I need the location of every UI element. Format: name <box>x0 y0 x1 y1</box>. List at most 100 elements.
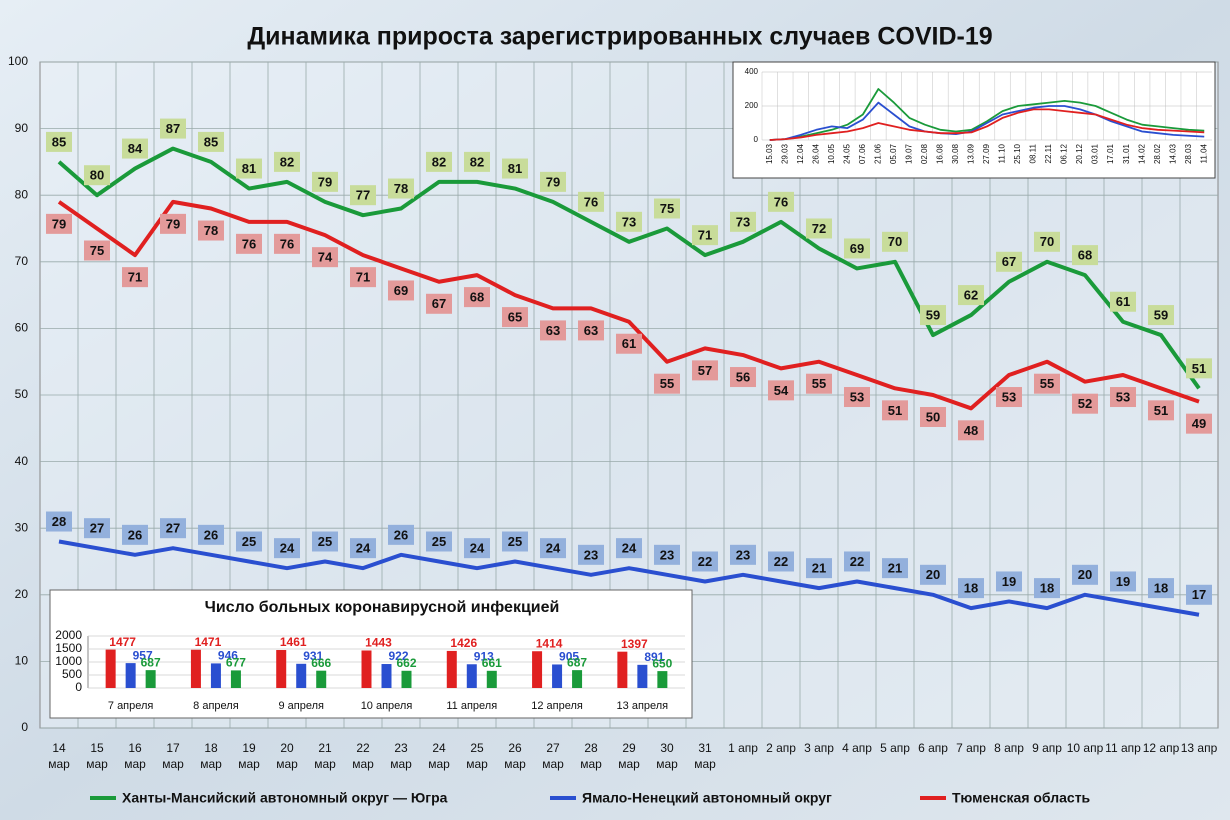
legend-label: Ханты-Мансийский автономный округ — Югра <box>122 790 448 806</box>
value-label: 1461 <box>280 635 307 649</box>
value-label: 19 <box>1116 574 1130 589</box>
value-label-bg <box>1110 291 1136 312</box>
value-label: 22 <box>698 554 712 569</box>
value-label-bg <box>996 571 1022 592</box>
value-label: 73 <box>622 214 636 229</box>
value-label: 53 <box>1116 389 1130 404</box>
value-label-bg <box>1148 578 1174 599</box>
value-label: 85 <box>52 134 66 149</box>
value-label-bg <box>996 251 1022 272</box>
value-label-bg <box>426 531 452 552</box>
x-tick-label: 17 мар <box>162 741 184 771</box>
value-label-bg <box>350 185 376 206</box>
y-tick-label: 90 <box>15 121 29 135</box>
x-tick-label: 15 мар <box>86 741 108 771</box>
value-label: 54 <box>774 383 789 398</box>
value-label-bg <box>198 220 224 241</box>
y-tick-label: 20 <box>15 587 29 601</box>
x-tick-label: 26.04 <box>811 143 820 164</box>
value-label: 1426 <box>450 636 477 650</box>
bar <box>572 670 583 688</box>
value-label-bg <box>388 178 414 199</box>
value-label-bg <box>844 551 870 572</box>
value-label: 76 <box>280 236 294 251</box>
x-tick-label: 28.02 <box>1153 143 1162 164</box>
value-label-bg <box>1148 400 1174 421</box>
value-label: 85 <box>204 134 218 149</box>
value-label-bg <box>1186 358 1212 379</box>
value-label-bg <box>1186 584 1212 605</box>
x-tick-label: 11.04 <box>1199 143 1208 163</box>
value-label-bg <box>1034 231 1060 252</box>
y-tick-label: 400 <box>745 67 759 76</box>
value-label-bg <box>616 211 642 232</box>
value-label-bg <box>84 518 110 539</box>
value-label: 52 <box>1078 396 1092 411</box>
x-tick-label: 12 апр <box>1142 741 1180 755</box>
value-label: 24 <box>356 541 371 556</box>
x-tick-label: 31.01 <box>1122 143 1131 164</box>
value-label-bg <box>616 538 642 559</box>
value-label-bg <box>122 524 148 545</box>
x-tick-label: 12.04 <box>796 143 805 164</box>
x-tick-label: 9 апр <box>1032 741 1062 755</box>
x-tick-label: 9 апреля <box>278 700 324 712</box>
bar <box>276 650 287 688</box>
value-label: 51 <box>1154 403 1168 418</box>
y-tick-label: 10 <box>15 654 29 668</box>
value-label: 51 <box>1192 361 1206 376</box>
value-label: 79 <box>318 174 332 189</box>
value-label: 82 <box>432 154 446 169</box>
y-tick-label: 0 <box>75 680 82 694</box>
x-tick-label: 7 апр <box>956 741 986 755</box>
value-label-bg <box>730 211 756 232</box>
value-label-bg <box>616 333 642 354</box>
value-label: 51 <box>888 403 902 418</box>
value-label: 81 <box>508 161 522 176</box>
value-label: 57 <box>698 363 712 378</box>
value-label-bg <box>46 511 72 532</box>
value-label: 56 <box>736 369 750 384</box>
value-label-bg <box>502 531 528 552</box>
x-tick-label: 18 мар <box>200 741 222 771</box>
value-label-bg <box>312 531 338 552</box>
value-label-bg <box>350 267 376 288</box>
value-label: 650 <box>652 656 672 670</box>
y-tick-label: 0 <box>21 720 28 734</box>
value-label-bg <box>198 524 224 545</box>
x-tick-label: 21.06 <box>873 143 882 164</box>
value-label-bg <box>540 538 566 559</box>
bar <box>637 664 648 688</box>
value-label: 84 <box>128 141 143 156</box>
value-label-bg <box>654 373 680 394</box>
value-label: 24 <box>546 541 561 556</box>
value-label: 19 <box>1002 574 1016 589</box>
value-label: 76 <box>242 236 256 251</box>
x-tick-label: 08.11 <box>1029 143 1038 163</box>
value-label-bg <box>920 407 946 427</box>
value-label: 55 <box>660 376 674 391</box>
value-label-bg <box>312 247 338 268</box>
value-label-bg <box>84 165 110 186</box>
value-label: 55 <box>1040 376 1054 391</box>
value-label: 79 <box>166 216 180 231</box>
value-label-bg <box>1072 245 1098 266</box>
value-label-bg <box>236 158 262 179</box>
chart-title: Динамика прироста зарегистрированных слу… <box>247 23 992 51</box>
value-label: 27 <box>166 521 180 536</box>
x-tick-label: 10.05 <box>827 143 836 164</box>
x-tick-label: 03.01 <box>1091 143 1100 164</box>
value-label-bg <box>1148 305 1174 326</box>
value-label: 61 <box>622 336 636 351</box>
value-label: 72 <box>812 221 826 236</box>
value-label-bg <box>844 238 870 259</box>
y-tick-label: 60 <box>15 321 29 335</box>
value-label: 49 <box>1192 416 1206 431</box>
x-tick-label: 25 мар <box>466 741 488 771</box>
value-label: 62 <box>964 288 978 303</box>
value-label: 67 <box>432 296 446 311</box>
bar <box>466 664 477 688</box>
x-tick-label: 14.03 <box>1168 143 1177 164</box>
value-label-bg <box>882 400 908 421</box>
bar <box>657 671 668 688</box>
